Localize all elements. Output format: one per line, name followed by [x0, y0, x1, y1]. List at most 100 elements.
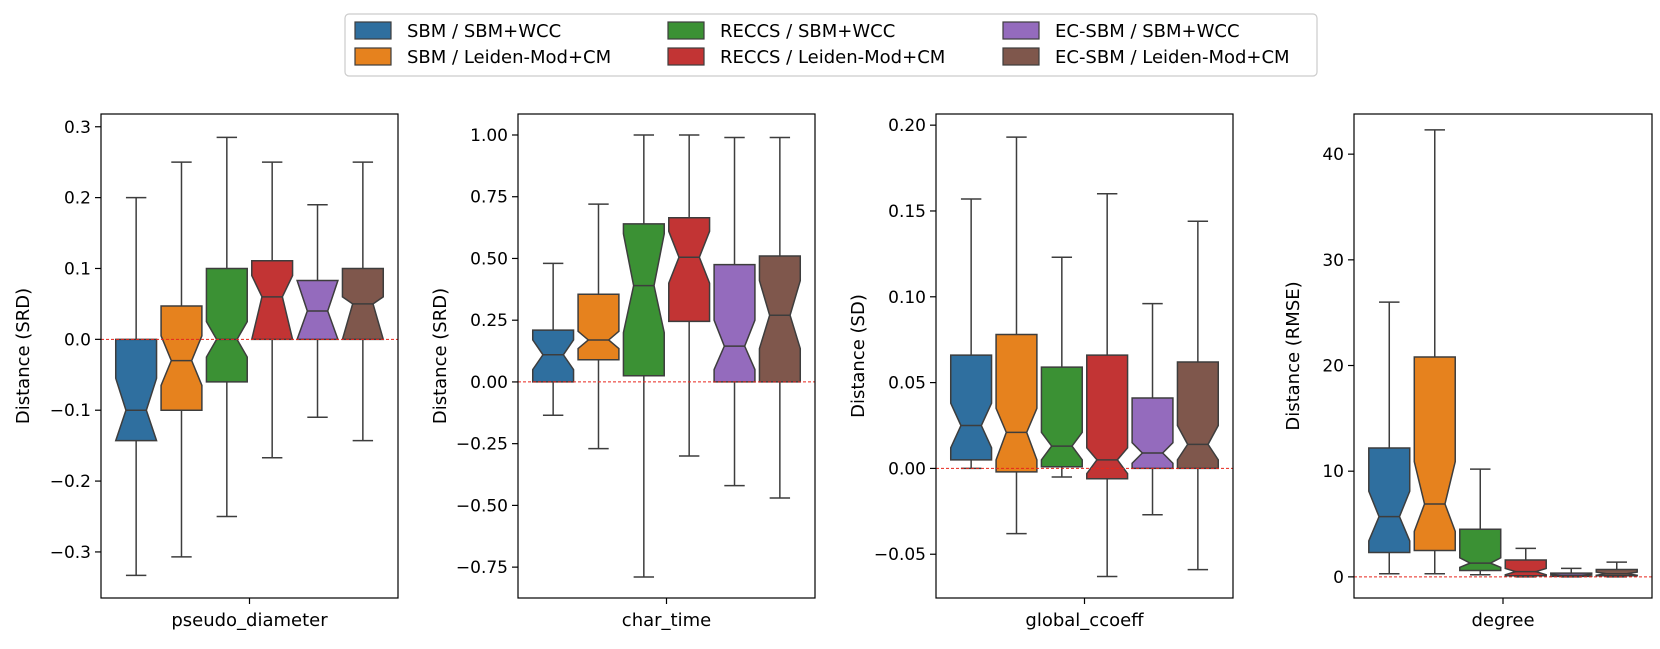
- box-body: [1176, 361, 1220, 470]
- y-tick-label: 0.1: [64, 259, 91, 279]
- y-tick-label: 10: [1322, 462, 1344, 482]
- box-body: [713, 263, 756, 383]
- legend-swatch: [1002, 21, 1040, 40]
- y-tick-label: 0.10: [888, 288, 926, 308]
- legend-item: EC-SBM / SBM+WCC: [1002, 21, 1240, 42]
- box-body: [1040, 366, 1083, 468]
- legend-item: SBM / Leiden-Mod+CM: [354, 47, 611, 68]
- legend-swatch: [354, 21, 392, 40]
- y-axis-label: Distance (SRD): [13, 288, 34, 424]
- y-tick-label: 0.00: [470, 373, 508, 393]
- x-axis-label: pseudo_diameter: [171, 610, 328, 631]
- box-series-2: [577, 203, 620, 450]
- legend-swatch: [354, 47, 392, 66]
- box-series-3: [1459, 468, 1502, 576]
- box-body: [577, 293, 620, 361]
- chart-panel-degree: 0 10 20 30 40 degree Distance (RMSE): [1283, 113, 1653, 631]
- box-series-1: [1368, 301, 1411, 575]
- box-series-4: [1504, 547, 1547, 578]
- chart-panels: −0.3 −0.2 −0.1 0.0 0.1 0.2 0.3 pseudo_diameter D…: [13, 113, 1653, 631]
- y-tick-label: 30: [1322, 251, 1344, 271]
- chart-panel-global_ccoeff: −0.05 0.00 0.05 0.10 0.15 0.20 global_ccoeff Di…: [848, 113, 1234, 631]
- box-series-1: [114, 196, 158, 577]
- legend-swatch: [1002, 47, 1040, 66]
- legend-label: SBM / SBM+WCC: [407, 21, 561, 42]
- box-series-1: [531, 262, 575, 417]
- box-body: [205, 267, 248, 383]
- box-series-4: [1086, 193, 1129, 578]
- legend-item: EC-SBM / Leiden-Mod+CM: [1002, 47, 1290, 68]
- y-axis-label: Distance (SRD): [430, 288, 451, 424]
- y-tick-label: 20: [1322, 357, 1344, 377]
- legend-item: RECCS / SBM+WCC: [667, 21, 895, 42]
- y-tick-label: 0.75: [470, 188, 508, 208]
- box-series-4: [250, 161, 294, 459]
- y-tick-label: 40: [1322, 145, 1344, 165]
- box-body: [622, 223, 665, 377]
- x-axis-label: degree: [1471, 610, 1534, 631]
- legend-item: RECCS / Leiden-Mod+CM: [667, 47, 945, 68]
- box-series-3: [622, 134, 665, 578]
- y-axis-label: Distance (RMSE): [1283, 281, 1304, 430]
- y-tick-label: 0.2: [64, 189, 91, 209]
- box-body: [531, 329, 575, 383]
- legend-label: EC-SBM / Leiden-Mod+CM: [1055, 47, 1290, 68]
- y-tick-label: 0: [1333, 568, 1344, 588]
- y-tick-label: −0.25: [456, 435, 508, 455]
- y-tick-label: −0.2: [50, 472, 91, 492]
- legend: SBM / SBM+WCC SBM / Leiden-Mod+CM RECCS / …: [344, 13, 1318, 77]
- y-tick-label: −0.50: [456, 496, 508, 516]
- box-series-4: [668, 134, 711, 457]
- legend-label: EC-SBM / SBM+WCC: [1055, 21, 1240, 42]
- y-tick-label: −0.1: [50, 401, 91, 421]
- box-body: [668, 216, 711, 323]
- box-body: [1595, 568, 1638, 577]
- box-body: [949, 354, 993, 461]
- y-tick-label: 1.00: [470, 126, 508, 146]
- y-axis-label: Distance (SD): [848, 294, 869, 418]
- box-series-2: [160, 161, 203, 558]
- box-body: [160, 305, 203, 411]
- x-axis-label: global_ccoeff: [1025, 610, 1144, 631]
- box-series-2: [1413, 129, 1456, 575]
- box-series-5: [713, 136, 756, 487]
- y-tick-label: 0.0: [64, 330, 91, 350]
- y-tick-label: 0.00: [888, 459, 926, 479]
- y-tick-label: 0.25: [470, 311, 508, 331]
- box-body: [1086, 354, 1129, 480]
- box-body: [250, 259, 294, 341]
- y-tick-label: −0.3: [50, 543, 91, 563]
- y-tick-label: 0.05: [888, 374, 926, 394]
- legend-swatch: [667, 47, 705, 66]
- y-tick-label: 0.20: [888, 116, 926, 136]
- y-tick-label: 0.50: [470, 249, 508, 269]
- box-series-6: [341, 161, 385, 442]
- box-series-6: [1176, 220, 1220, 571]
- chart-panel-char_time: −0.75 −0.50 −0.25 0.00 0.25 0.50 0.75 1.00 char_…: [430, 113, 816, 631]
- y-tick-label: −0.75: [456, 558, 508, 578]
- box-series-5: [1131, 302, 1174, 516]
- box-body: [995, 333, 1038, 473]
- box-series-1: [949, 198, 993, 470]
- box-series-2: [995, 136, 1038, 535]
- x-axis-label: char_time: [622, 610, 711, 631]
- box-body: [1413, 356, 1456, 552]
- box-body: [1504, 559, 1547, 577]
- legend-swatch: [667, 21, 705, 40]
- box-series-6: [758, 136, 802, 499]
- legend-label: SBM / Leiden-Mod+CM: [407, 47, 611, 68]
- y-tick-label: 0.3: [64, 118, 91, 138]
- box-series-3: [205, 136, 248, 518]
- chart-panel-pseudo_diameter: −0.3 −0.2 −0.1 0.0 0.1 0.2 0.3 pseudo_diameter D…: [13, 113, 399, 631]
- box-body: [1368, 447, 1411, 554]
- box-body: [114, 338, 158, 442]
- legend-item: SBM / SBM+WCC: [354, 21, 561, 42]
- y-tick-label: 0.15: [888, 202, 926, 222]
- box-series-3: [1040, 256, 1083, 478]
- y-tick-label: −0.05: [874, 545, 926, 565]
- legend-frame: [344, 13, 1318, 77]
- box-series-5: [1550, 567, 1593, 578]
- box-body: [1131, 397, 1174, 470]
- legend-label: RECCS / Leiden-Mod+CM: [720, 47, 945, 68]
